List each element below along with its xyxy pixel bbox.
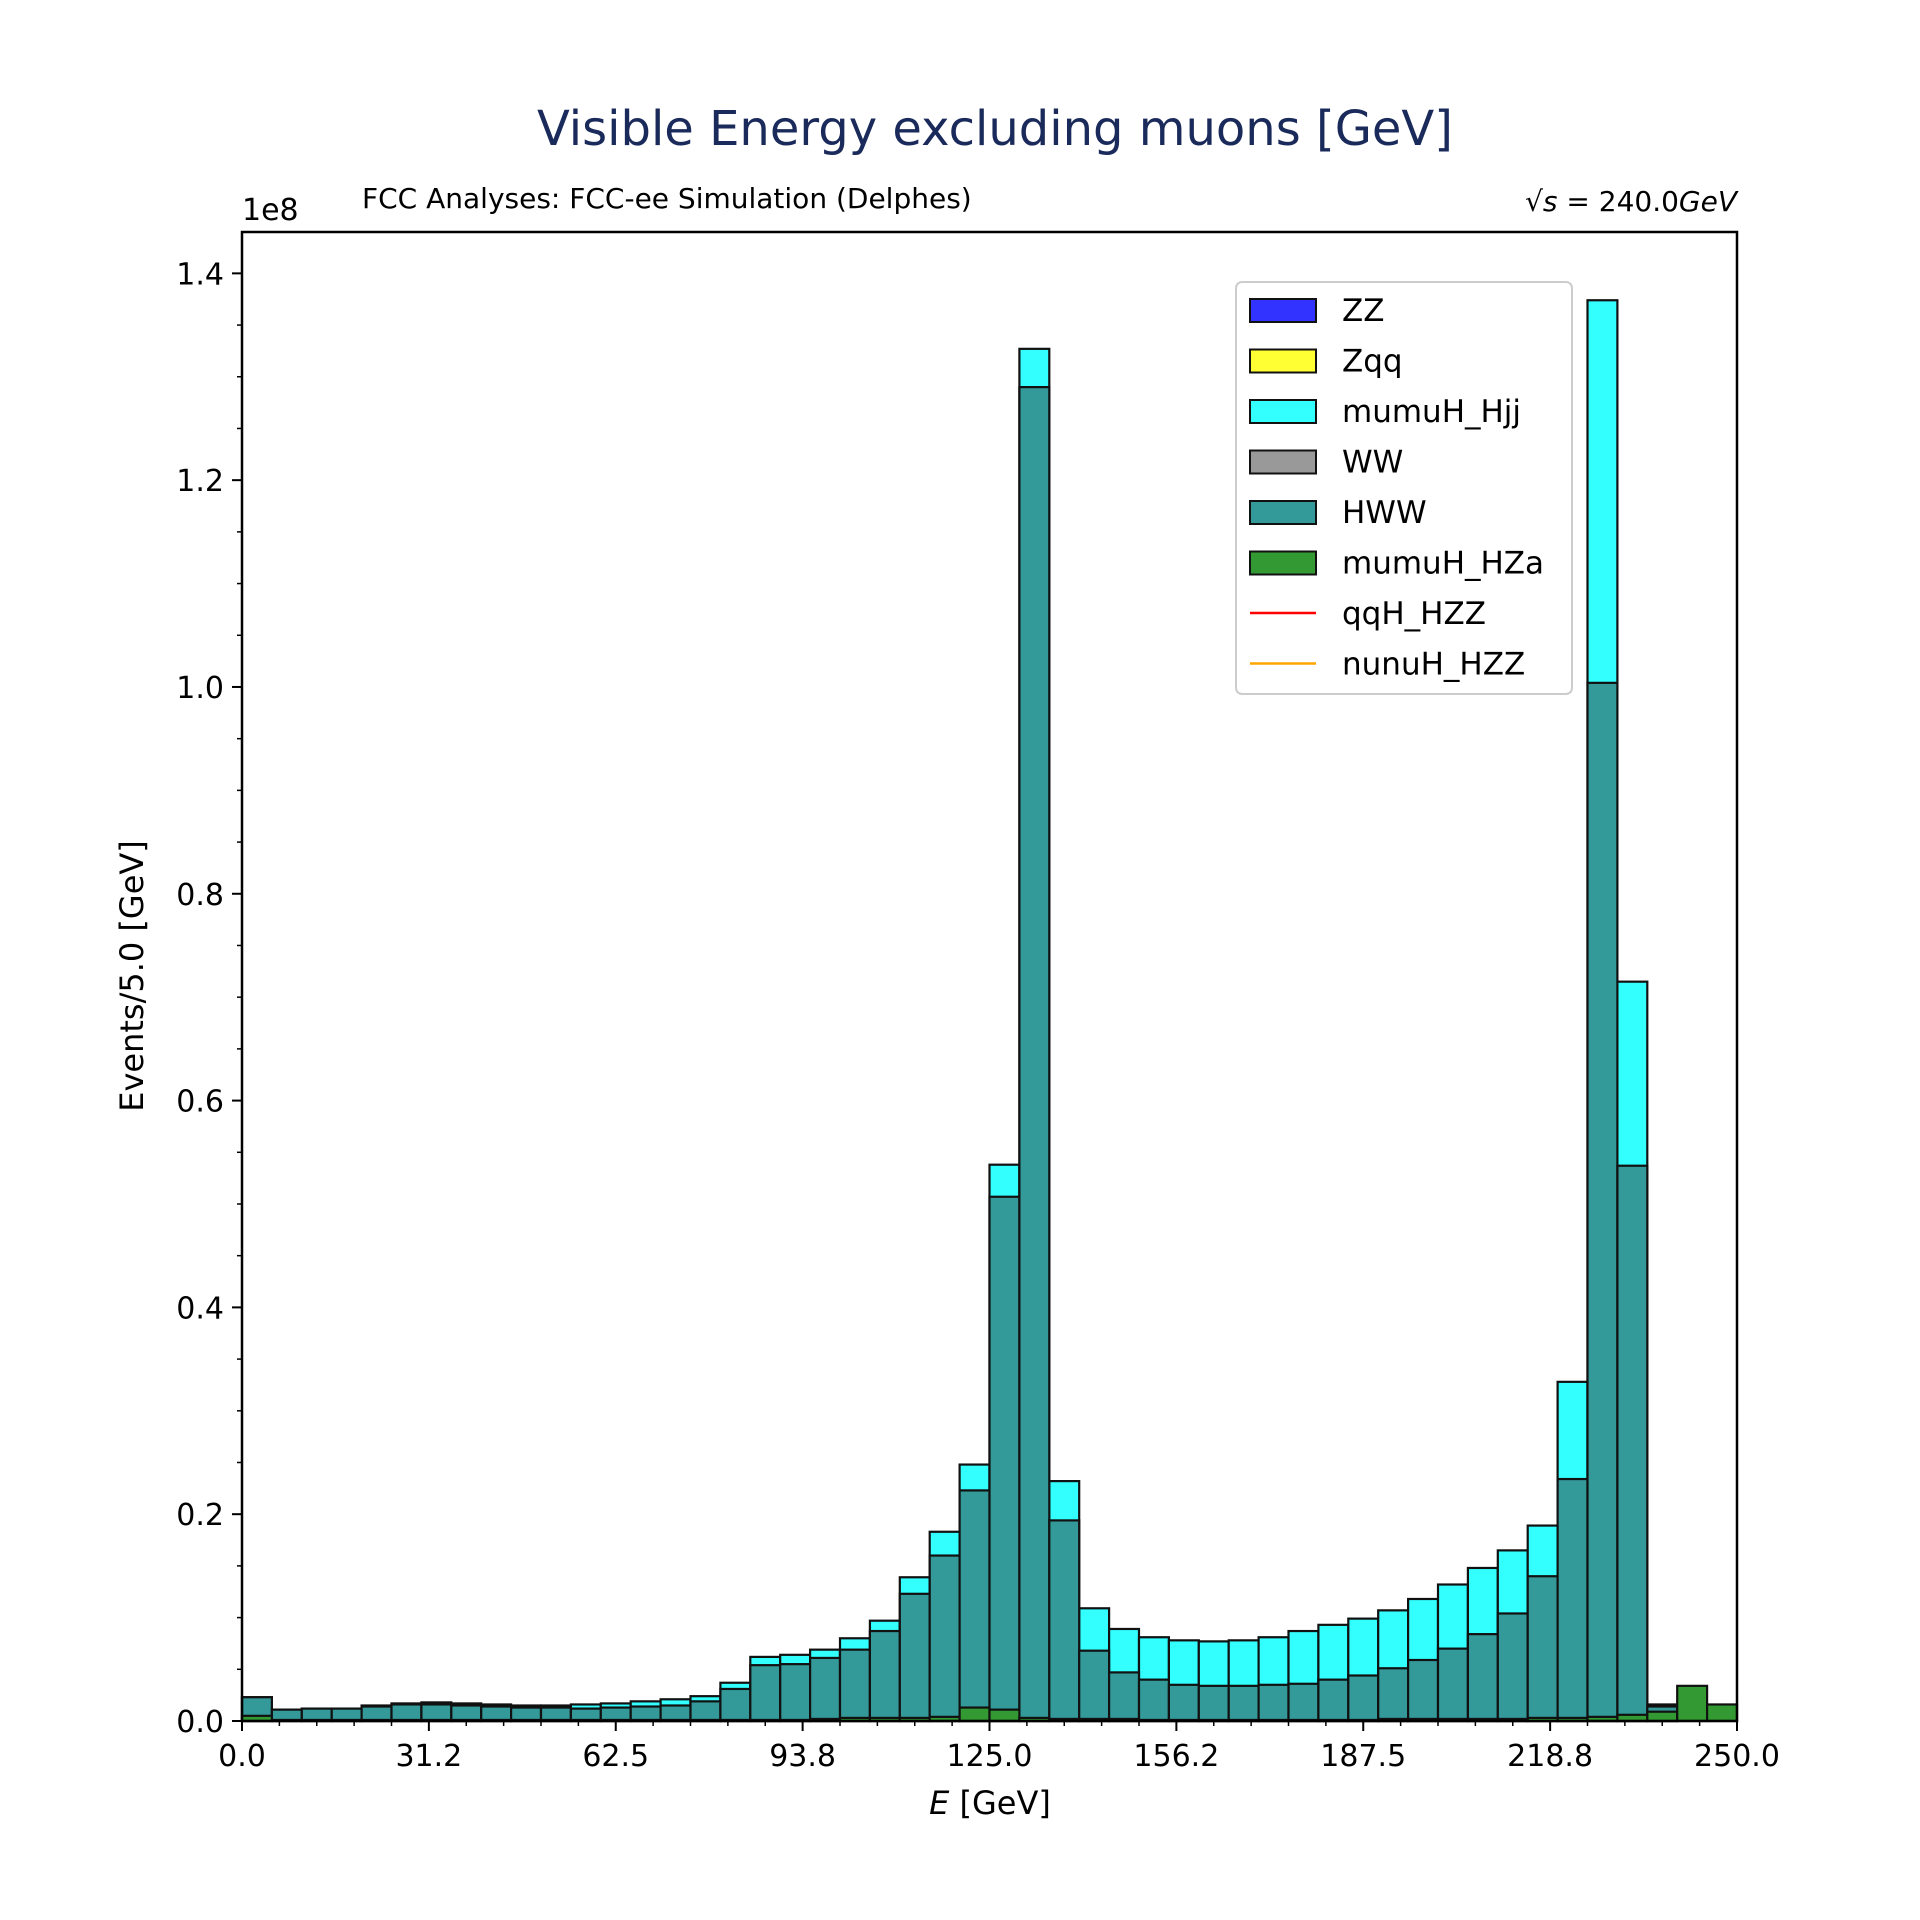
bar-HWW-bin-28 — [1078, 1649, 1111, 1723]
bar-mumuH_HZa-bin-47 — [1646, 1710, 1679, 1723]
x-tick-label: 62.5 — [582, 1739, 649, 1774]
x-axis-label: E [GeV] — [929, 1784, 1051, 1822]
legend-entries: ZZ Zqq mumuH_Hjj WW HWW mumuH_HZa qqH_HZZ nunuH… — [1249, 293, 1544, 683]
bar-HWW-bin-14 — [659, 1704, 692, 1723]
subtitle-left: FCC Analyses: FCC-ee Simulation (Delphes… — [362, 182, 972, 215]
subtitle-right: √s = 240.0GeV — [1525, 185, 1739, 218]
bar-HWW-bin-33 — [1227, 1684, 1260, 1723]
x-axis-label-unit: [GeV] — [949, 1784, 1051, 1822]
bar-HWW-bin-18 — [779, 1663, 812, 1723]
bar-HWW-bin-7 — [450, 1704, 483, 1723]
subtitle-right-root: √ — [1525, 185, 1543, 218]
bar-HWW-bin-44 — [1556, 1477, 1589, 1723]
subtitle-right-value: = 240.0 — [1558, 185, 1679, 218]
bar-HWW-bin-35 — [1287, 1682, 1320, 1723]
bar-HWW-bin-22 — [898, 1592, 931, 1723]
bar-HWW-bin-16 — [719, 1687, 752, 1723]
series-HWW — [240, 386, 1679, 1723]
bar-HWW-bin-31 — [1167, 1683, 1200, 1723]
x-tick-label: 31.2 — [395, 1739, 462, 1774]
x-tick-label: 187.5 — [1320, 1739, 1406, 1774]
bar-HWW-bin-36 — [1317, 1678, 1350, 1723]
legend-label-WW: WW — [1342, 445, 1403, 481]
x-tick-label: 156.2 — [1133, 1739, 1219, 1774]
bar-HWW-bin-19 — [808, 1656, 842, 1723]
subtitle-right-var: s — [1543, 185, 1558, 218]
bar-HWW-bin-4 — [360, 1705, 393, 1723]
histogram-bars — [240, 299, 1739, 1723]
bar-HWW-bin-46 — [1616, 1164, 1649, 1723]
legend-label-qqH_HZZ: qqH_HZZ — [1342, 596, 1486, 632]
legend-swatch-mumuH_HZa — [1249, 550, 1317, 576]
bar-HWW-bin-13 — [629, 1705, 662, 1723]
bar-HWW-bin-38 — [1377, 1667, 1410, 1723]
bar-mumuH_HZa-bin-49 — [1705, 1703, 1739, 1723]
legend-label-HWW: HWW — [1342, 495, 1427, 531]
y-tick-label: 0.8 — [176, 878, 224, 913]
legend-label-ZZ: ZZ — [1342, 293, 1384, 329]
bar-HWW-bin-5 — [390, 1703, 423, 1723]
bar-HWW-bin-23 — [928, 1554, 961, 1723]
legend-label-mumuH_Hjj: mumuH_Hjj — [1342, 394, 1521, 430]
y-tick-label: 0.0 — [176, 1705, 224, 1740]
bar-HWW-bin-32 — [1197, 1684, 1230, 1723]
bar-HWW-bin-37 — [1347, 1674, 1380, 1723]
bar-HWW-bin-20 — [838, 1648, 871, 1723]
y-tick-label: 0.2 — [176, 1498, 224, 1533]
bar-HWW-bin-45 — [1586, 681, 1619, 1723]
bar-HWW-bin-15 — [689, 1700, 722, 1723]
bar-HWW-bin-30 — [1137, 1678, 1170, 1723]
legend-swatch-mumuH_Hjj — [1249, 399, 1317, 424]
y-tick-label: 1.2 — [176, 464, 224, 499]
bar-HWW-bin-25 — [988, 1195, 1021, 1723]
legend-label-nunuH_HZZ: nunuH_HZZ — [1342, 647, 1525, 683]
bar-mumuH_HZa-bin-24 — [958, 1706, 991, 1723]
bar-HWW-bin-42 — [1496, 1612, 1529, 1723]
x-tick-label: 93.8 — [769, 1739, 836, 1774]
bar-HWW-bin-21 — [868, 1629, 901, 1723]
legend-swatch-Zqq — [1249, 348, 1317, 374]
bar-HWW-bin-27 — [1048, 1519, 1081, 1723]
legend-swatch-HWW — [1249, 500, 1317, 525]
x-tick-label: 250.0 — [1694, 1739, 1780, 1774]
y-tick-label: 1.4 — [176, 257, 224, 292]
bar-HWW-bin-17 — [749, 1664, 782, 1723]
bar-HWW-bin-26 — [1018, 386, 1051, 1723]
y-offset-label: 1e8 — [242, 193, 299, 228]
bar-HWW-bin-40 — [1436, 1647, 1469, 1723]
bar-HWW-bin-24 — [958, 1489, 991, 1723]
bar-HWW-bin-34 — [1257, 1683, 1290, 1723]
legend-label-mumuH_HZa: mumuH_HZa — [1342, 546, 1544, 582]
y-tick-label: 1.0 — [176, 671, 224, 706]
y-tick-label: 0.4 — [176, 1291, 224, 1326]
legend-label-Zqq: Zqq — [1342, 344, 1403, 380]
legend-swatch-WW — [1249, 449, 1317, 475]
bar-mumuH_HZa-bin-25 — [988, 1708, 1021, 1723]
bar-HWW-bin-8 — [480, 1705, 513, 1723]
legend-swatch-ZZ — [1249, 298, 1317, 323]
x-tick-label: 0.0 — [218, 1739, 266, 1774]
bar-HWW-bin-29 — [1107, 1671, 1141, 1723]
legend-frame — [1235, 281, 1573, 695]
bar-HWW-bin-6 — [420, 1703, 453, 1723]
legend: ZZ Zqq mumuH_Hjj WW HWW mumuH_HZa qqH_HZZ nunuH… — [1235, 281, 1573, 695]
bar-HWW-bin-41 — [1466, 1633, 1499, 1723]
y-axis-label: Events/5.0 [GeV] — [113, 840, 151, 1112]
subtitle-right-unit: GeV — [1679, 185, 1739, 218]
x-tick-label: 125.0 — [947, 1739, 1033, 1774]
chart-title: Visible Energy excluding muons [GeV] — [537, 101, 1453, 157]
x-axis-label-var: E — [929, 1784, 950, 1822]
bar-mumuH_HZa-bin-48 — [1676, 1684, 1709, 1723]
x-tick-label: 218.8 — [1507, 1739, 1593, 1774]
bar-HWW-bin-39 — [1406, 1658, 1440, 1723]
y-tick-label: 0.6 — [176, 1085, 224, 1120]
plot-frame — [240, 230, 1739, 1723]
bar-HWW-bin-43 — [1526, 1575, 1559, 1723]
axis-ticks: 0.0 31.2 62.5 93.8 125.0 156.2 187.5 218.8 250.0… — [176, 257, 1780, 1774]
